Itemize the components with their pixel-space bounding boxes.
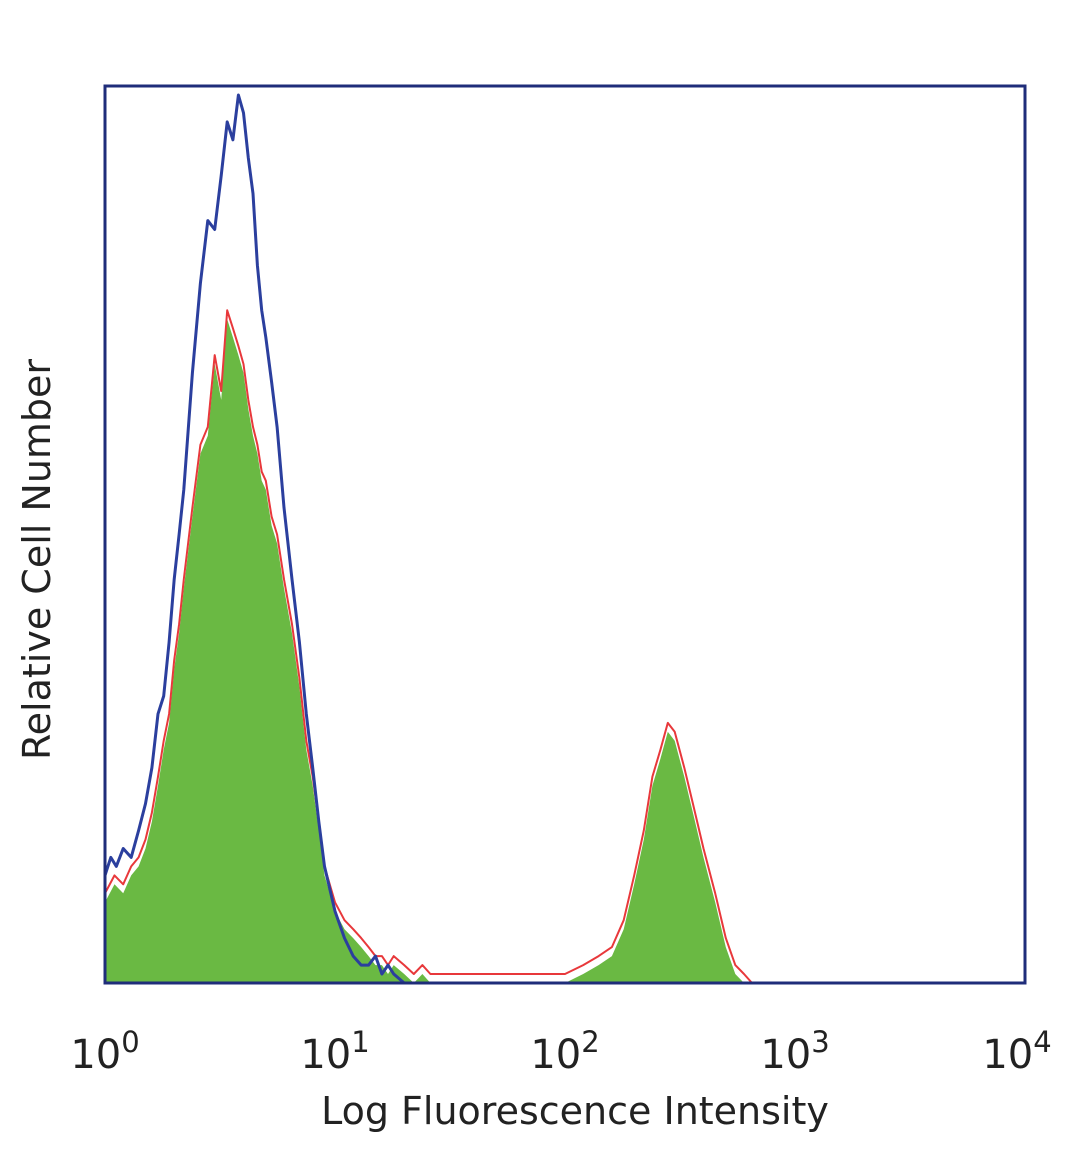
series-blue-outline — [103, 93, 406, 985]
series-green-fill — [105, 319, 752, 983]
x-tick-label: 103 — [760, 1025, 829, 1078]
x-tick-label: 102 — [530, 1025, 599, 1078]
x-axis-title: Log Fluorescence Intensity — [321, 1089, 829, 1133]
series-layer — [103, 93, 753, 985]
plot-frame — [103, 84, 1027, 985]
x-tick-label: 104 — [982, 1025, 1051, 1078]
x-tick-labels: 100 101 102 103 104 — [70, 1025, 1051, 1078]
x-tick-label: 101 — [300, 1025, 369, 1078]
x-tick-label: 100 — [70, 1025, 139, 1078]
y-axis-title: Relative Cell Number — [15, 359, 59, 760]
